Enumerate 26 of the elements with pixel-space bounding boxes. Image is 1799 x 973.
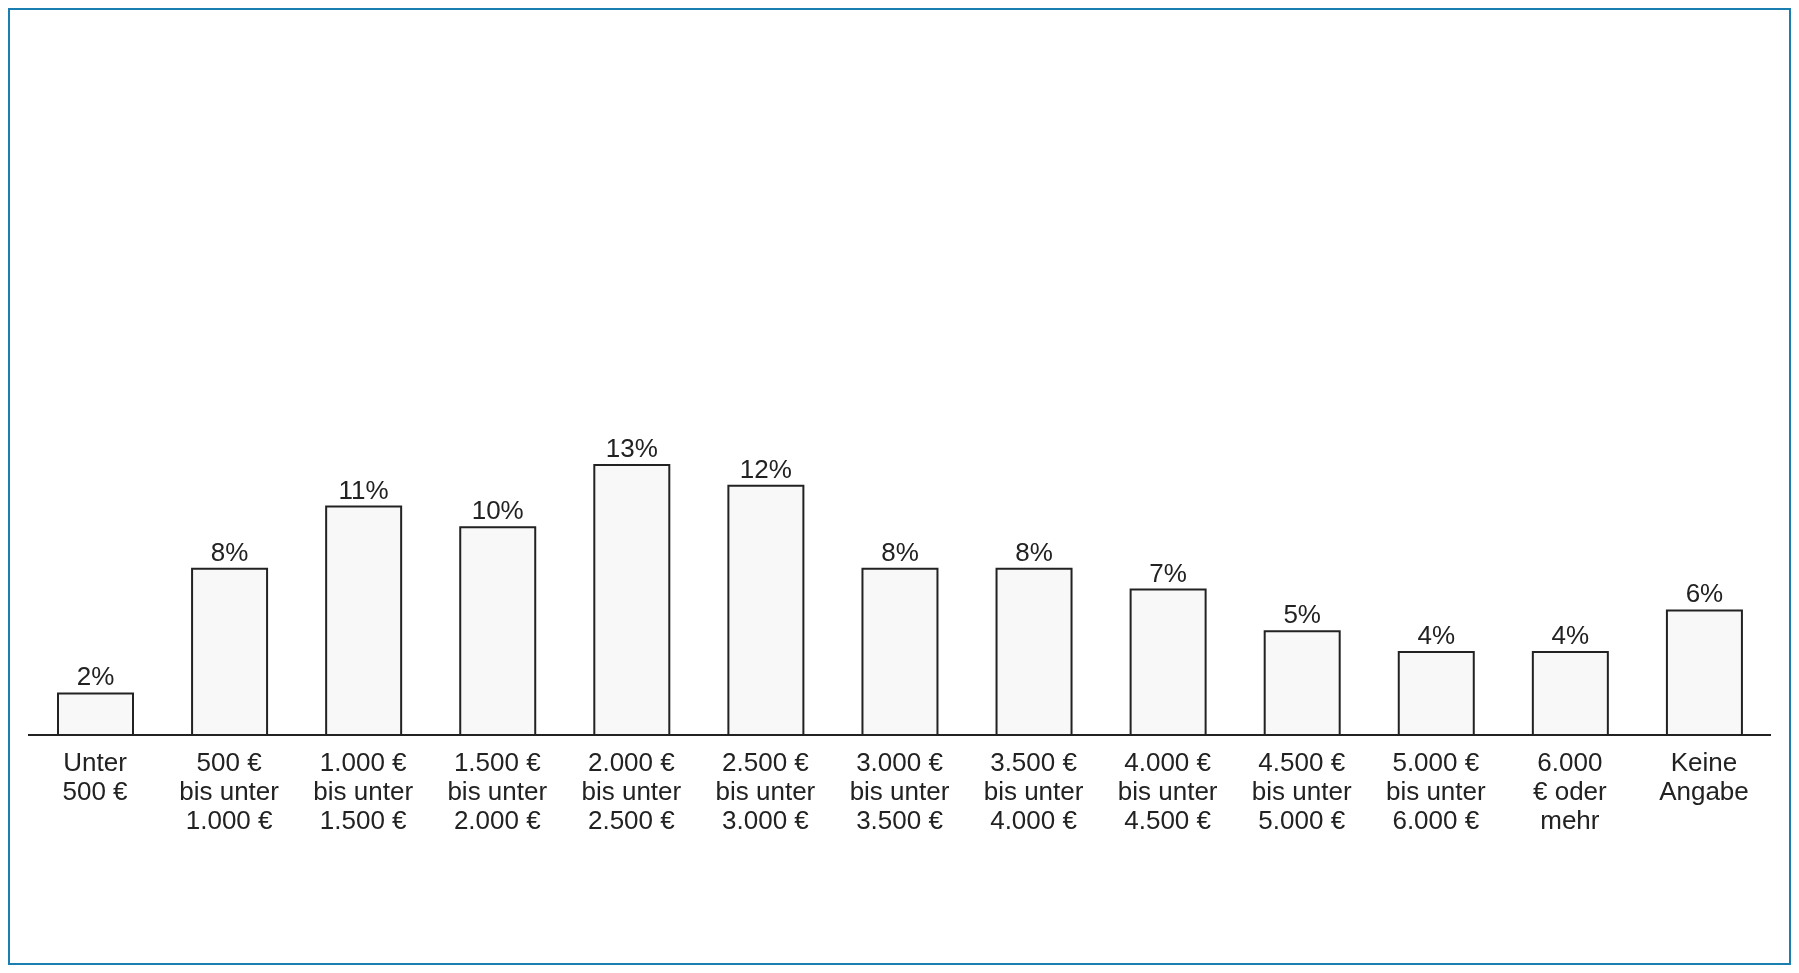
data-label: 7% bbox=[1149, 557, 1187, 588]
data-label: 10% bbox=[471, 495, 524, 526]
data-label: 8% bbox=[210, 536, 249, 567]
data-label: 11% bbox=[338, 474, 389, 505]
x-tick-label: 2.500 € bis unter 3.000 € bbox=[715, 747, 816, 835]
data-label: 13% bbox=[605, 433, 658, 463]
x-tick-label: 4.500 € bis unter 5.000 € bbox=[1251, 747, 1352, 835]
x-tick-label: 500 € bis unter 1.000 € bbox=[179, 747, 280, 835]
x-tick-label: 1.500 € bis unter 2.000 € bbox=[447, 747, 548, 835]
x-tick-label: 1.000 € bis unter 1.500 € bbox=[313, 747, 414, 835]
data-label: 12% bbox=[739, 453, 792, 484]
data-label: 2% bbox=[76, 661, 115, 692]
data-label: 6% bbox=[1685, 578, 1724, 609]
x-tick-label: 6.000 € oder mehr bbox=[1533, 747, 1608, 835]
data-label: 5% bbox=[1283, 599, 1321, 630]
data-label: 4% bbox=[1551, 619, 1590, 650]
x-tick-label: 3.500 € bis unter 4.000 € bbox=[983, 747, 1084, 835]
data-label: 8% bbox=[881, 536, 919, 567]
x-tick-label: 2.000 € bis unter 2.500 € bbox=[581, 747, 682, 835]
data-label: 8% bbox=[1015, 536, 1053, 567]
x-tick-label: 3.000 € bis unter 3.500 € bbox=[849, 747, 950, 835]
x-tick-label: 5.000 € bis unter 6.000 € bbox=[1385, 747, 1486, 835]
data-label: 4% bbox=[1417, 619, 1456, 650]
x-tick-label: 4.000 € bis unter 4.500 € bbox=[1117, 747, 1218, 835]
x-tick-label: Unter 500 € bbox=[62, 747, 129, 806]
x-tick-label: Keine Angabe bbox=[1659, 747, 1749, 806]
